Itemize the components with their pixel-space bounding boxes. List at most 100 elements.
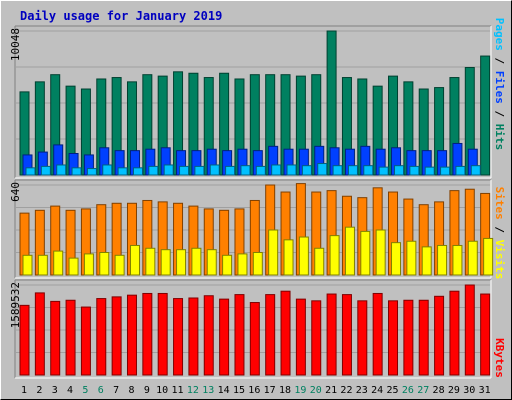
- kbytes-bar-kbytes-day-12: [188, 297, 199, 376]
- hits-bar-hits-day-31: [480, 55, 491, 176]
- hits-bar-pages-day-13: [209, 164, 220, 176]
- sites-bar-visits-day-9: [145, 247, 156, 276]
- kbytes-label: KBytes: [493, 338, 506, 378]
- hits-bar-pages-day-16: [255, 165, 266, 176]
- hits-bar-pages-day-28: [440, 166, 451, 176]
- sites-bar-visits-day-30: [467, 240, 478, 276]
- pages-files-hits-label: Pages / Files / Hits: [493, 18, 506, 151]
- kbytes-bar-kbytes-day-17: [265, 294, 276, 376]
- sites-bar-visits-day-11: [176, 249, 187, 276]
- day-label-19: 19: [294, 385, 306, 396]
- day-label-4: 4: [67, 385, 73, 396]
- hits-bar-pages-day-12: [194, 165, 205, 176]
- sites-max-label: 640: [9, 182, 22, 202]
- kbytes-bar-kbytes-day-18: [280, 290, 291, 376]
- sites-bar-visits-day-10: [160, 249, 171, 276]
- sites-bar-visits-day-17: [268, 229, 279, 276]
- day-label-20: 20: [310, 385, 322, 396]
- sites-bar-visits-day-19: [298, 236, 309, 276]
- day-label-24: 24: [371, 385, 383, 396]
- kbytes-bar-kbytes-day-28: [434, 295, 445, 376]
- sites-bar-visits-day-8: [129, 244, 140, 276]
- kbytes-bar-kbytes-day-14: [219, 298, 230, 376]
- hits-bar-pages-day-3: [56, 164, 67, 176]
- kbytes-bar-kbytes-day-19: [295, 298, 306, 376]
- day-label-18: 18: [279, 385, 291, 396]
- hits-bar-pages-day-14: [225, 165, 236, 176]
- sites-bar-visits-day-5: [83, 253, 94, 276]
- day-label-15: 15: [233, 385, 245, 396]
- kbytes-bar-kbytes-day-23: [357, 300, 368, 376]
- sites-visits-label: Sites / Visits: [493, 187, 506, 280]
- day-label-1: 1: [21, 385, 27, 396]
- day-label-30: 30: [463, 385, 475, 396]
- day-label-9: 9: [144, 385, 150, 396]
- hits-bar-pages-day-6: [102, 164, 113, 176]
- sites-bar-visits-day-2: [37, 254, 48, 276]
- day-label-3: 3: [52, 385, 58, 396]
- chart-title: Daily usage for January 2019: [20, 9, 223, 23]
- hits-bar-pages-day-10: [163, 164, 174, 176]
- hits-bar-pages-day-9: [148, 165, 159, 176]
- sites-bar-visits-day-27: [421, 246, 432, 276]
- sites-bar-visits-day-1: [22, 254, 33, 276]
- hits-bar-pages-day-5: [86, 168, 97, 176]
- day-label-13: 13: [202, 385, 214, 396]
- hits-bar-pages-day-11: [179, 165, 190, 176]
- sites-bar-visits-day-7: [114, 254, 125, 276]
- kbytes-bar-kbytes-day-21: [326, 293, 337, 376]
- kbytes-bar-kbytes-day-24: [372, 292, 383, 376]
- kbytes-bar-kbytes-day-30: [464, 284, 475, 376]
- sites-bar-visits-day-31: [483, 237, 494, 276]
- sites-bar-visits-day-12: [191, 247, 202, 276]
- hits-bar-pages-day-24: [378, 166, 389, 176]
- hits-bar-pages-day-4: [71, 167, 82, 176]
- kbytes-bar-kbytes-day-29: [449, 290, 460, 376]
- sites-bar-visits-day-21: [329, 235, 340, 276]
- day-label-22: 22: [340, 385, 352, 396]
- sites-bar-visits-day-28: [437, 244, 448, 276]
- kbytes-bar-kbytes-day-3: [50, 300, 61, 376]
- day-label-7: 7: [113, 385, 119, 396]
- sites-bar-visits-day-15: [237, 253, 248, 276]
- hits-bar-pages-day-1: [25, 167, 36, 176]
- day-label-29: 29: [448, 385, 460, 396]
- day-label-26: 26: [402, 385, 414, 396]
- day-label-12: 12: [187, 385, 199, 396]
- sites-bar-visits-day-20: [314, 247, 325, 276]
- sites-bar-visits-day-24: [375, 229, 386, 276]
- hits-bar-pages-day-29: [455, 165, 466, 176]
- sites-bar-visits-day-4: [68, 257, 79, 276]
- kbytes-bar-kbytes-day-26: [403, 299, 414, 376]
- day-label-5: 5: [82, 385, 88, 396]
- day-label-14: 14: [218, 385, 230, 396]
- kbytes-bar-kbytes-day-31: [480, 293, 491, 376]
- hits-max-label: 10048: [9, 28, 22, 61]
- kbytes-bar-kbytes-day-20: [311, 300, 322, 376]
- kbytes-bar-kbytes-day-8: [126, 294, 137, 376]
- kbytes-bar-kbytes-day-6: [96, 298, 107, 376]
- kbytes-bar-kbytes-day-25: [388, 300, 399, 376]
- sites-bar-visits-day-13: [206, 249, 217, 276]
- kbytes-bar-kbytes-day-1: [19, 304, 30, 376]
- kbytes-bar-kbytes-day-10: [157, 292, 168, 376]
- hits-bar-pages-day-19: [301, 165, 312, 176]
- kbytes-bar-kbytes-day-4: [65, 299, 76, 376]
- hits-bar-pages-day-18: [286, 164, 297, 176]
- sites-bar-visits-day-14: [222, 254, 233, 276]
- day-label-2: 2: [36, 385, 42, 396]
- hits-bar-pages-day-17: [271, 164, 282, 176]
- day-label-16: 16: [248, 385, 260, 396]
- kbytes-bar-kbytes-day-11: [173, 298, 184, 376]
- day-label-11: 11: [172, 385, 184, 396]
- sites-bar-visits-day-29: [452, 244, 463, 276]
- sites-bar-visits-day-6: [99, 252, 110, 276]
- kbytes-bar-kbytes-day-15: [234, 294, 245, 376]
- hits-bar-pages-day-27: [424, 166, 435, 176]
- hits-bar-pages-day-2: [40, 165, 51, 176]
- day-label-8: 8: [128, 385, 134, 396]
- sites-bar-visits-day-18: [283, 239, 294, 276]
- kbytes-bar-kbytes-day-22: [341, 294, 352, 376]
- sites-bar-visits-day-23: [360, 230, 371, 276]
